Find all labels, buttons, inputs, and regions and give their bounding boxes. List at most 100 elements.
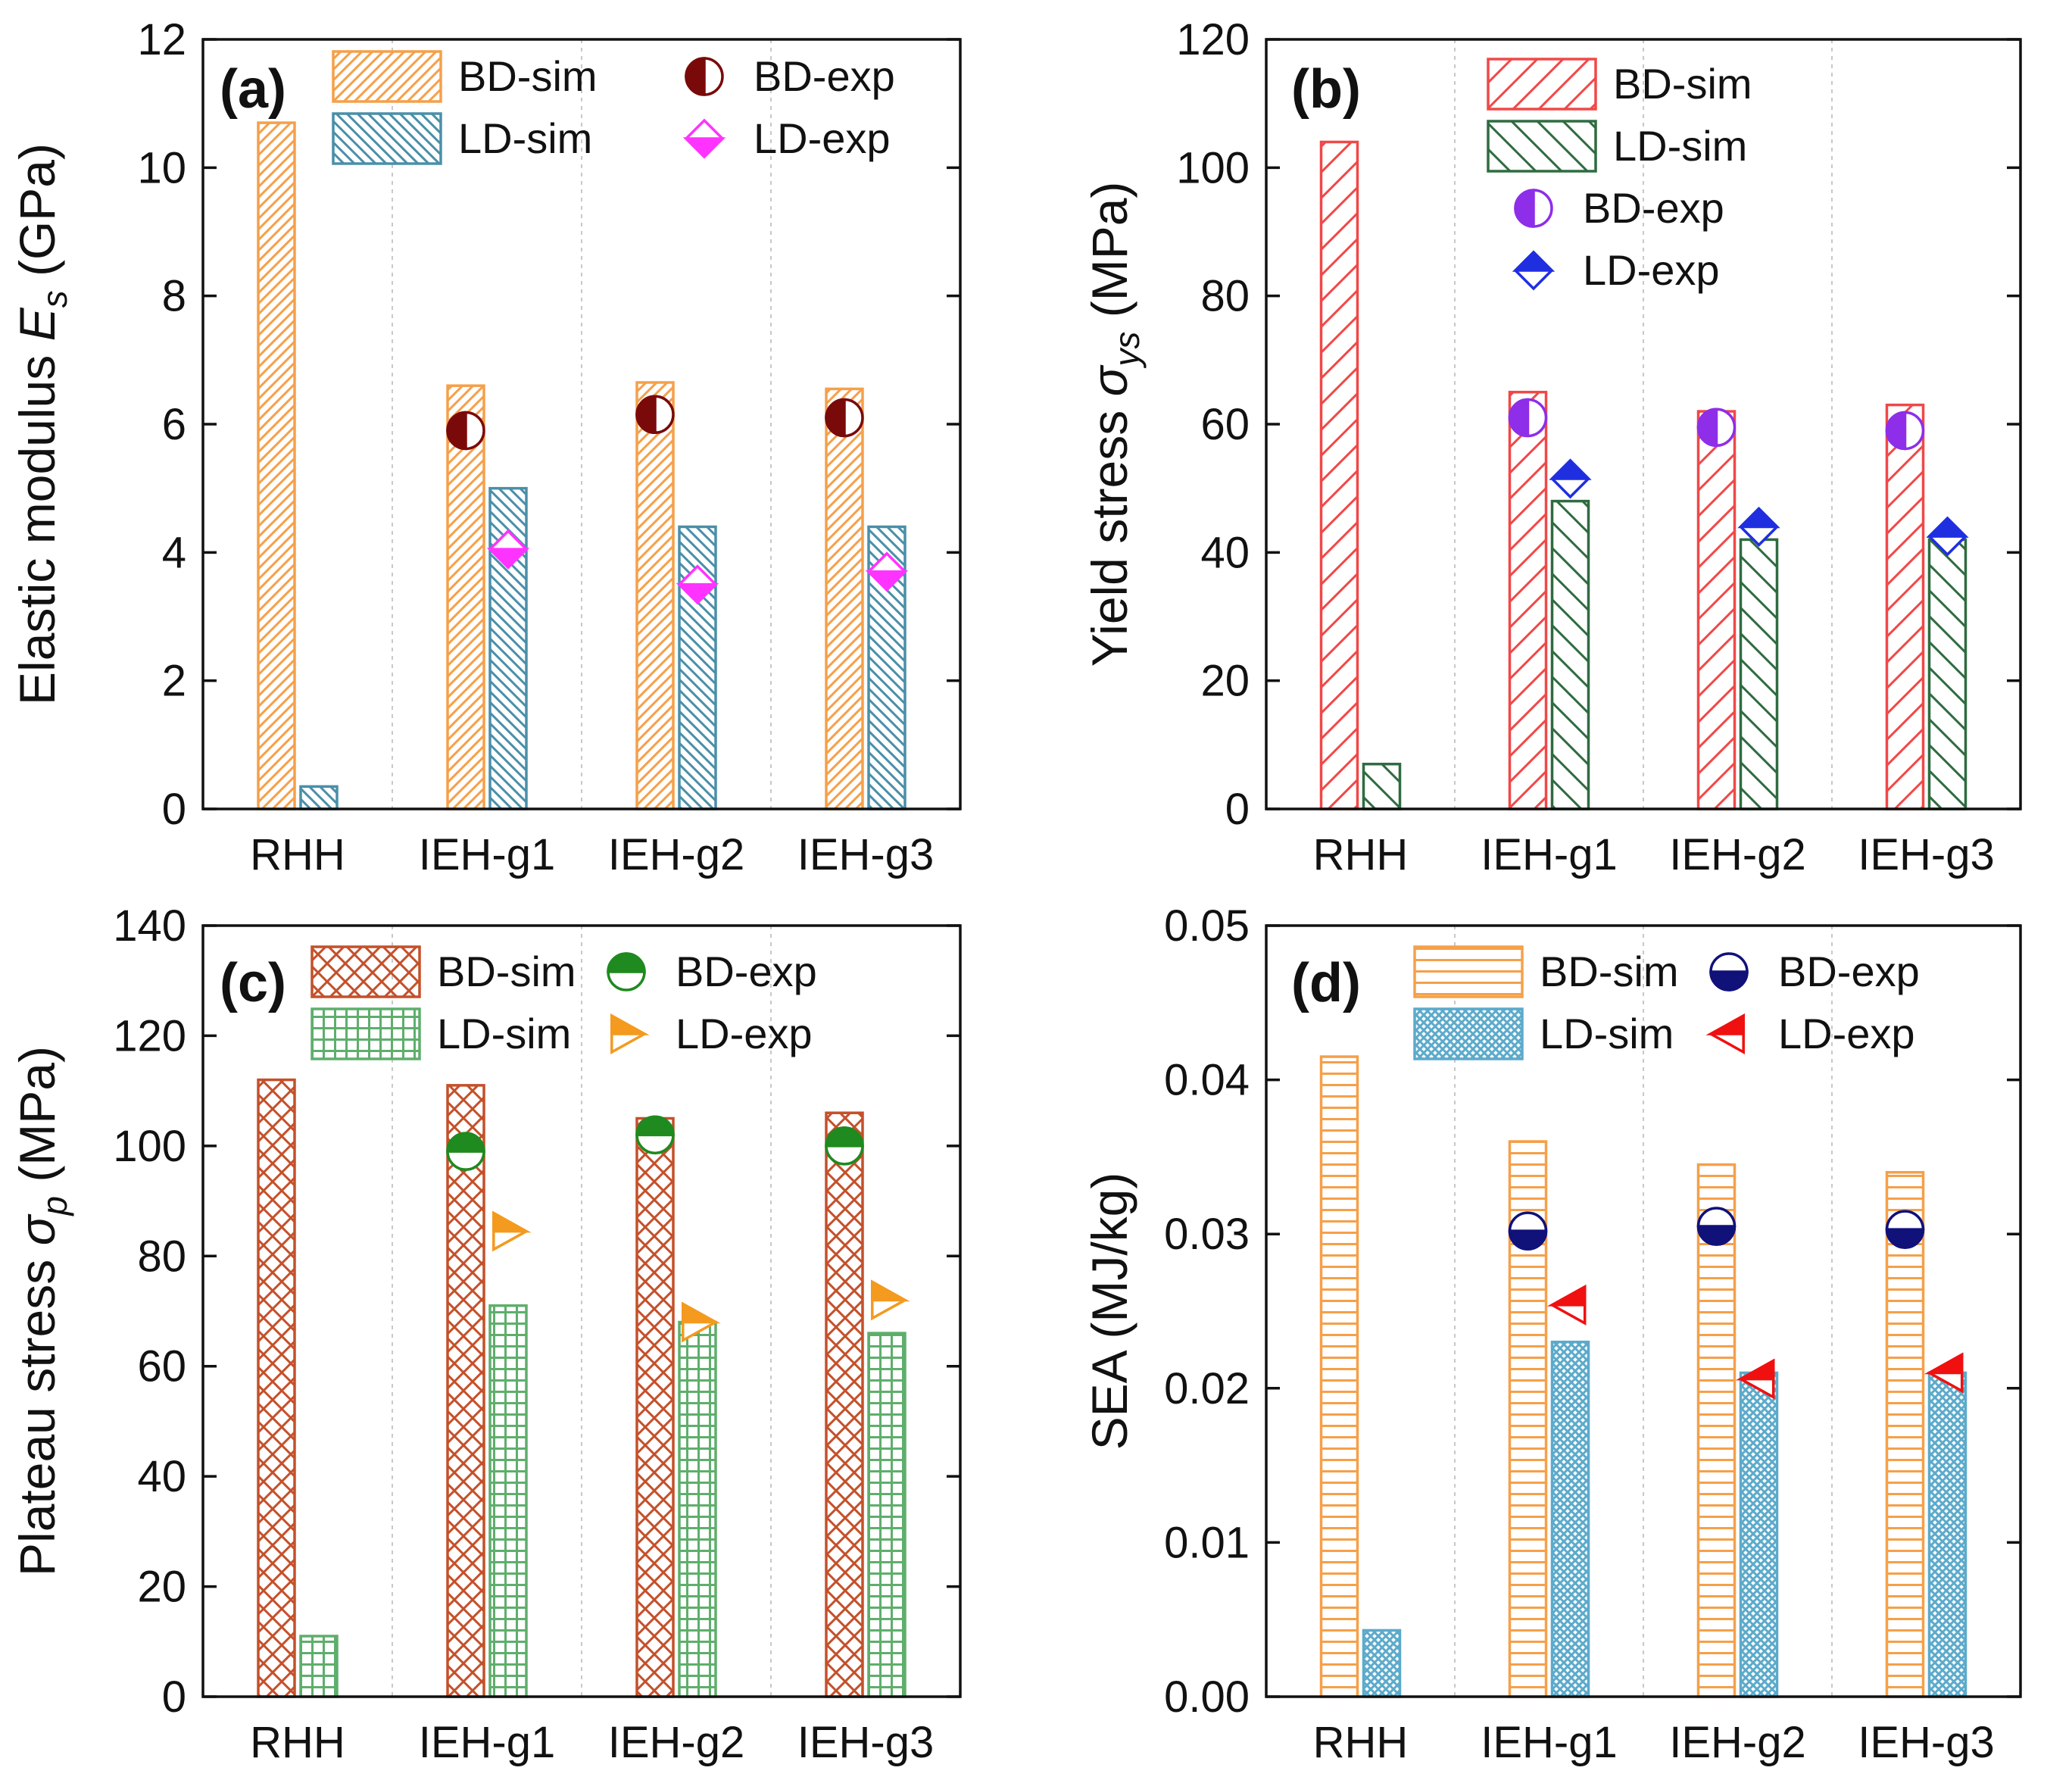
marker-LD-exp-IEH-g3 (865, 551, 909, 592)
bar-LD-sim-IEH-g3 (1927, 538, 1967, 810)
legend-swatch (1413, 1007, 1524, 1060)
legend-marker (1514, 189, 1553, 228)
bar-BD-sim-IEH-g1 (446, 384, 485, 810)
y-axis-title: Yield stress σys (MPa) (1081, 182, 1147, 667)
y-tick-label: 12 (137, 15, 186, 64)
y-axis-title: Elastic modulus Es (GPa) (9, 143, 74, 705)
bar-LD-sim-RHH (299, 1635, 339, 1698)
marker-LD-exp-IEH-g1 (486, 529, 530, 570)
legend-marker (1512, 250, 1556, 291)
plot-frame (1265, 924, 2022, 1698)
marker-LD-exp-IEH-g3 (1924, 1352, 1964, 1394)
y-tick-label: 20 (1200, 657, 1250, 706)
bar-BD-sim-IEH-g3 (1885, 1171, 1925, 1698)
bar-LD-sim-IEH-g3 (1927, 1371, 1967, 1698)
y-tick-label: 40 (1200, 528, 1250, 577)
marker-BD-exp-IEH-g1 (1508, 398, 1548, 438)
legend-label: LD-exp (1583, 246, 1720, 294)
legend-label: LD-exp (754, 114, 891, 162)
marker-BD-exp-IEH-g2 (1696, 1207, 1737, 1246)
bar-LD-sim-IEH-g2 (1739, 538, 1779, 810)
legend-item-BD-exp: BD-exp (1709, 948, 1920, 995)
marker-LD-exp-IEH-g2 (1737, 506, 1780, 547)
legend-marker (682, 118, 726, 159)
marker-BD-exp-IEH-g2 (635, 1115, 675, 1155)
legend-item-LD-exp: LD-exp (610, 1010, 813, 1057)
bar-LD-sim-RHH (299, 785, 339, 810)
x-tick-label: IEH-g3 (1858, 1718, 1995, 1767)
panel-b: (b) Yield stress σys (MPa) 0 20 40 60 80 100 1… (1081, 15, 2022, 879)
y-tick-label: 0.01 (1164, 1518, 1250, 1567)
legend-item-BD-sim: BD-sim (332, 50, 598, 103)
bar-BD-sim-RHH (1319, 1055, 1359, 1698)
legend-label: BD-sim (437, 948, 576, 995)
x-tick-label: IEH-g1 (1481, 1718, 1618, 1767)
marker-BD-exp-IEH-g1 (446, 411, 485, 451)
bar-LD-sim-IEH-g1 (488, 1304, 528, 1698)
x-tick-label: RHH (250, 830, 345, 879)
panel-c: (c) Plateau stress σp (MPa) 0 20 40 60 80 100… (9, 901, 962, 1767)
panel-label: (c) (220, 953, 286, 1013)
x-tick-label: IEH-g3 (797, 830, 935, 879)
legend-label: LD-sim (458, 114, 592, 162)
legend-item-BD-exp: BD-exp (1514, 184, 1724, 232)
legend-label: LD-sim (1540, 1010, 1674, 1057)
legend-marker (1709, 952, 1749, 991)
marker-LD-exp-IEH-g2 (1735, 1358, 1775, 1400)
marker-LD-exp-IEH-g3 (1926, 516, 1969, 557)
legend-marker (610, 1013, 650, 1054)
y-tick-label: 120 (113, 1011, 186, 1060)
y-tick-label: 0.04 (1164, 1056, 1250, 1105)
panel-label: (a) (220, 59, 286, 120)
bar-BD-sim-IEH-g2 (635, 381, 675, 810)
y-tick-label: 6 (162, 400, 186, 449)
bar-BD-sim-IEH-g1 (446, 1084, 485, 1698)
y-tick-label: 120 (1176, 15, 1250, 64)
bar-BD-sim-RHH (257, 1078, 296, 1698)
legend-marker (1705, 1013, 1745, 1054)
marker-LD-exp-IEH-g1 (492, 1210, 532, 1252)
x-tick-label: IEH-g1 (1481, 830, 1618, 879)
x-tick-label: RHH (250, 1718, 345, 1767)
legend-label: BD-exp (1583, 184, 1724, 232)
y-axis-title: Plateau stress σp (MPa) (9, 1046, 74, 1576)
legend-marker (685, 57, 724, 96)
y-tick-label: 10 (137, 143, 186, 192)
marker-BD-exp-IEH-g1 (1508, 1211, 1548, 1251)
y-tick-label: 0 (162, 785, 186, 834)
bar-BD-sim-IEH-g3 (825, 387, 864, 810)
x-tick-label: RHH (1313, 830, 1409, 879)
bar-LD-sim-RHH (1362, 762, 1402, 810)
bar-LD-sim-IEH-g2 (1739, 1371, 1779, 1698)
bar-LD-sim-RHH (1362, 1629, 1402, 1698)
legend-item-LD-sim: LD-sim (310, 1007, 571, 1060)
panel-d: (d) SEA (MJ/kg) 0.00 0.01 0.02 0.03 0.04 0.05… (1081, 901, 2022, 1767)
marker-BD-exp-IEH-g2 (635, 395, 675, 435)
marker-LD-exp-IEH-g3 (871, 1279, 910, 1321)
y-tick-label: 0 (162, 1672, 186, 1722)
bar-BD-sim-IEH-g2 (635, 1116, 675, 1698)
legend-item-LD-exp: LD-exp (1512, 246, 1720, 294)
y-tick-label: 0.00 (1164, 1672, 1250, 1722)
legend-swatch (1487, 120, 1597, 173)
y-tick-label: 60 (137, 1342, 186, 1391)
legend-item-BD-sim: BD-sim (310, 945, 576, 998)
x-tick-label: IEH-g3 (1858, 830, 1995, 879)
marker-LD-exp-IEH-g2 (682, 1301, 721, 1343)
y-axis-title: SEA (MJ/kg) (1081, 1173, 1137, 1451)
y-tick-label: 100 (1176, 143, 1250, 192)
legend-marker (607, 952, 646, 991)
legend-item-LD-sim: LD-sim (1487, 120, 1747, 173)
legend-label: LD-sim (437, 1010, 571, 1057)
bar-BD-sim-IEH-g2 (1696, 410, 1737, 810)
legend-item-BD-exp: BD-exp (685, 52, 895, 100)
legend-swatch (332, 112, 442, 165)
legend-label: LD-sim (1613, 122, 1747, 170)
marker-BD-exp-IEH-g3 (825, 398, 864, 438)
bar-LD-sim-IEH-g1 (1550, 499, 1590, 810)
y-tick-label: 80 (137, 1232, 186, 1281)
marker-BD-exp-IEH-g3 (1885, 1210, 1925, 1249)
legend-label: BD-sim (1540, 948, 1679, 995)
legend-swatch (310, 1007, 421, 1060)
